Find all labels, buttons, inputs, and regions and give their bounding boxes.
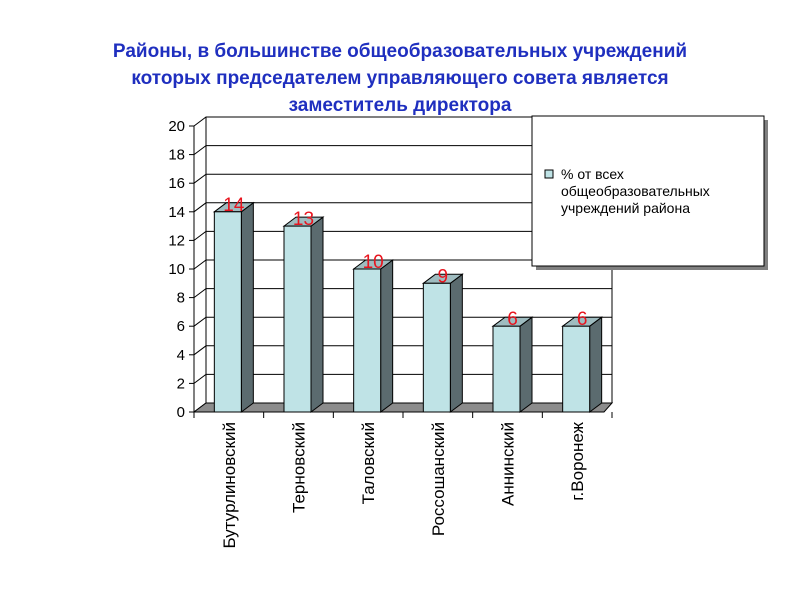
bar-side: [310, 216, 324, 413]
plot-floor: [192, 402, 614, 413]
legend-entry-line: % от всех: [561, 166, 624, 182]
x-tick-label: Таловский: [359, 422, 378, 504]
y-tick-label: 16: [168, 175, 185, 192]
chart-title-line-2: которых председателем управляющего совет…: [131, 68, 669, 89]
bar: [283, 225, 312, 413]
x-tick-label: Россошанский: [429, 422, 448, 536]
y-tick-label: 12: [168, 232, 185, 249]
legend-entry-line: учреждений района: [561, 200, 690, 216]
bar: [562, 325, 591, 413]
bars: 14 13 10 9 6 6: [212, 195, 604, 413]
bar-side: [519, 316, 533, 413]
y-tick-label: 0: [177, 404, 185, 421]
y-tick-label: 18: [168, 147, 185, 164]
y-tick-label: 4: [177, 347, 185, 364]
chart-title-line-3: заместитель директора: [288, 95, 512, 116]
y-tick-label: 10: [168, 261, 185, 278]
y-tick-label: 2: [177, 375, 185, 392]
y-tick-label: 6: [177, 318, 185, 335]
bar-side: [380, 259, 394, 413]
legend-swatch: [544, 169, 554, 179]
data-label: 14: [223, 195, 245, 216]
legend-entry-line: общеобразовательных: [561, 183, 710, 199]
data-label: 10: [363, 252, 384, 273]
bar: [422, 282, 451, 413]
legend-box: [531, 115, 765, 267]
x-tick-label: Терновский: [290, 422, 309, 513]
data-label: 6: [507, 309, 518, 330]
y-tick-label: 8: [177, 290, 185, 307]
x-tick-label: Бутурлиновский: [220, 422, 239, 548]
data-label: 9: [438, 266, 449, 287]
data-label: 6: [577, 309, 588, 330]
bar-side: [589, 316, 603, 413]
y-tick-label: 20: [168, 118, 185, 135]
x-tick-label: г.Воронеж: [568, 421, 587, 500]
chart-title: Районы, в большинстве общеобразовательны…: [0, 38, 800, 119]
bar-side: [240, 201, 254, 413]
bar: [492, 325, 521, 413]
y-tick-label: 14: [168, 204, 185, 221]
bar: [213, 211, 242, 413]
data-label: 13: [293, 209, 314, 230]
x-tick-label: Аннинский: [499, 422, 518, 506]
chart-title-line-1: Районы, в большинстве общеобразовательны…: [112, 41, 688, 62]
bar: [353, 268, 382, 413]
bar-side: [449, 273, 463, 413]
